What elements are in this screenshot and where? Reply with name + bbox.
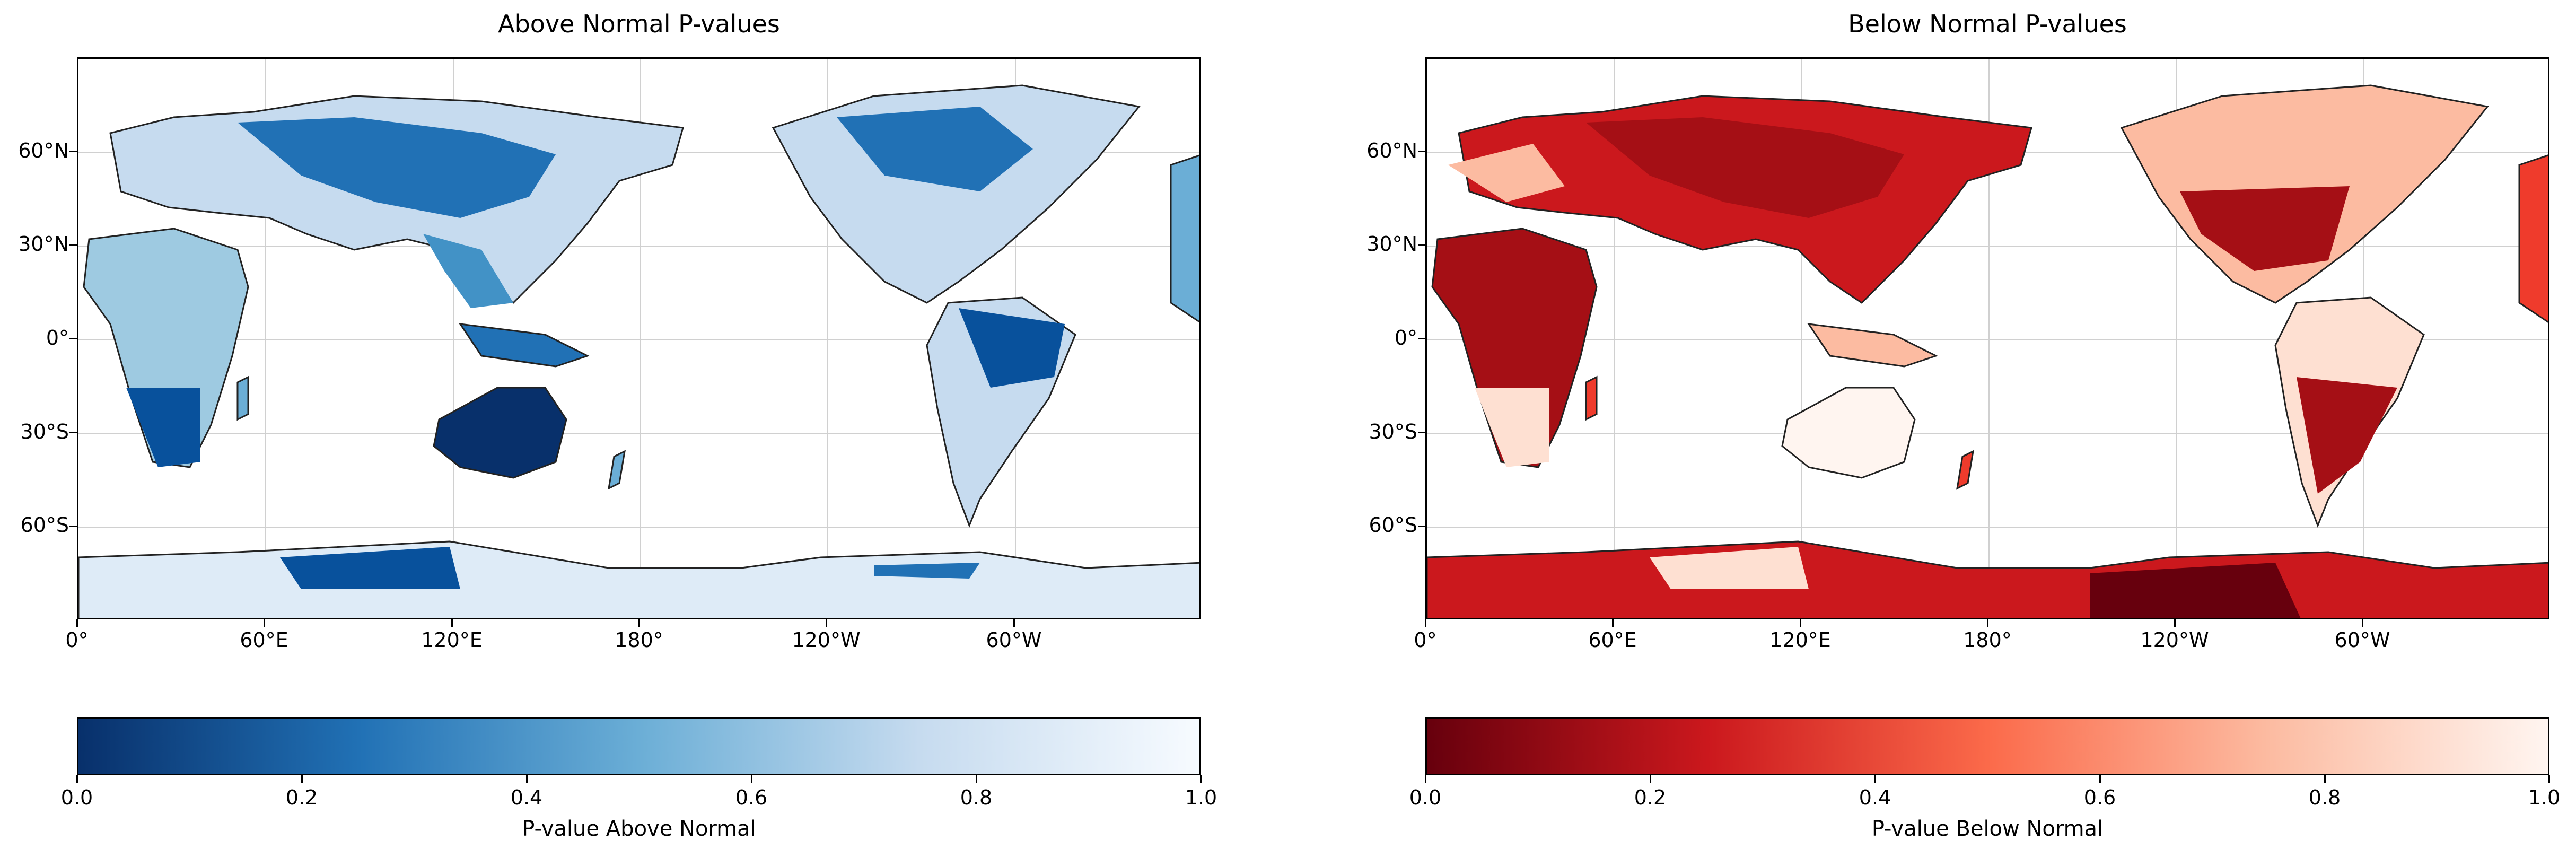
right-lat-tickmark xyxy=(1418,432,1425,433)
right-cbar-tick-label: 1.0 xyxy=(2528,786,2561,809)
right-cbar-tick-label: 0.0 xyxy=(1409,786,1442,809)
right-lat-tick-0: 0° xyxy=(1394,326,1417,349)
left-lon-tick-180: 180° xyxy=(615,628,663,652)
left-lon-tick-60e: 60°E xyxy=(240,628,288,652)
right-colorbar-label: P-value Below Normal xyxy=(1871,817,2104,841)
right-cbar-tickmark xyxy=(1874,775,1876,783)
right-lon-tickmark xyxy=(1612,619,1614,627)
left-cbar-tickmark xyxy=(301,775,303,783)
right-lat-tickmark xyxy=(1418,151,1425,152)
right-lon-tick-60e: 60°E xyxy=(1588,628,1637,652)
right-lon-tick-60w: 60°W xyxy=(2334,628,2390,652)
right-lat-tickmark xyxy=(1418,526,1425,527)
left-map-title: Above Normal P-values xyxy=(498,10,780,38)
right-cbar-tickmark xyxy=(2099,775,2101,783)
left-cbar-tickmark xyxy=(76,775,78,783)
left-lat-tickmark xyxy=(69,151,77,152)
right-map xyxy=(1425,57,2549,619)
right-lon-tick-120w: 120°W xyxy=(2140,628,2209,652)
left-lat-tick-60n: 60°N xyxy=(18,139,69,162)
left-lat-tick-60s: 60°S xyxy=(20,513,69,537)
right-cbar-tickmark xyxy=(1650,775,1651,783)
left-colorbar xyxy=(77,717,1201,775)
right-lon-tickmark xyxy=(1425,619,1426,627)
right-lat-tick-30n: 30°N xyxy=(1366,232,1417,256)
left-lat-tick-30s: 30°S xyxy=(20,420,69,443)
right-lat-tick-60s: 60°S xyxy=(1369,513,1417,537)
left-lon-tick-0: 0° xyxy=(65,628,89,652)
left-lon-tick-120e: 120°E xyxy=(421,628,483,652)
left-lat-tick-0: 0° xyxy=(46,326,69,349)
right-lon-tickmark xyxy=(1987,619,1988,627)
left-lat-tickmark xyxy=(69,338,77,339)
right-lat-tickmark xyxy=(1418,244,1425,246)
right-lon-tickmark xyxy=(1800,619,1801,627)
left-lat-tickmark xyxy=(69,432,77,433)
right-lon-tick-120e: 120°E xyxy=(1769,628,1831,652)
left-lon-tickmark xyxy=(451,619,453,627)
right-cbar-tickmark xyxy=(2324,775,2326,783)
right-lon-tick-0: 0° xyxy=(1414,628,1437,652)
left-lon-tickmark xyxy=(76,619,78,627)
left-lat-tickmark xyxy=(69,244,77,246)
antarctica-shape xyxy=(78,540,1199,618)
left-lon-tickmark xyxy=(638,619,640,627)
right-lon-tick-180: 180° xyxy=(1963,628,2012,652)
left-cbar-tickmark xyxy=(526,775,528,783)
australia-shape xyxy=(433,387,567,479)
left-cbar-tickmark xyxy=(751,775,752,783)
australia-shape xyxy=(1781,387,1916,479)
left-lat-tick-30n: 30°N xyxy=(18,232,69,256)
left-colorbar-label: P-value Above Normal xyxy=(522,817,756,841)
right-lon-tickmark xyxy=(2362,619,2363,627)
right-lon-tickmark xyxy=(2174,619,2176,627)
right-lat-tick-60n: 60°N xyxy=(1366,139,1417,162)
right-lat-tickmark xyxy=(1418,338,1425,339)
left-cbar-tick-label: 0.8 xyxy=(960,786,993,809)
left-cbar-tick-label: 1.0 xyxy=(1185,786,1217,809)
right-cbar-tick-label: 0.4 xyxy=(1859,786,1891,809)
left-lon-tick-120w: 120°W xyxy=(792,628,861,652)
left-lon-tickmark xyxy=(1013,619,1015,627)
left-map xyxy=(77,57,1201,619)
left-cbar-tickmark xyxy=(1200,775,1202,783)
right-map-title: Below Normal P-values xyxy=(1848,10,2127,38)
right-colorbar xyxy=(1425,717,2549,775)
left-lon-tickmark xyxy=(826,619,827,627)
left-cbar-tick-label: 0.2 xyxy=(285,786,318,809)
right-cbar-tick-label: 0.8 xyxy=(2308,786,2341,809)
left-cbar-tick-label: 0.0 xyxy=(60,786,93,809)
right-cbar-tickmark xyxy=(1425,775,1426,783)
left-map-svg xyxy=(78,59,1199,618)
left-lon-tickmark xyxy=(264,619,265,627)
right-map-landmasses xyxy=(1427,84,2548,618)
right-map-svg xyxy=(1427,59,2548,618)
left-map-landmasses xyxy=(78,84,1199,618)
left-lon-tick-60w: 60°W xyxy=(986,628,1042,652)
right-cbar-tick-label: 0.2 xyxy=(1634,786,1667,809)
left-lat-tickmark xyxy=(69,526,77,527)
right-cbar-tick-label: 0.6 xyxy=(2083,786,2116,809)
left-cbar-tick-label: 0.4 xyxy=(510,786,543,809)
left-cbar-tick-label: 0.6 xyxy=(735,786,768,809)
left-cbar-tickmark xyxy=(976,775,977,783)
right-lat-tick-30s: 30°S xyxy=(1369,420,1417,443)
antarctica-shape xyxy=(1427,540,2548,618)
right-cbar-tickmark xyxy=(2548,775,2550,783)
